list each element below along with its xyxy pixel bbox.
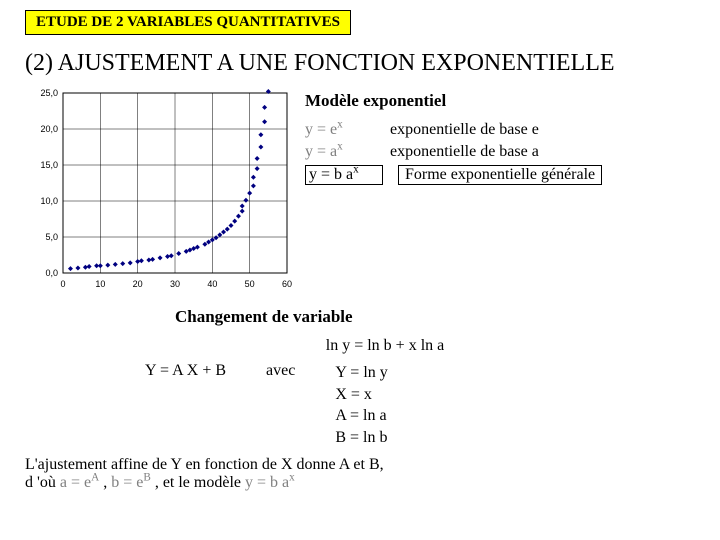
definition-line: A = ln a: [335, 405, 387, 427]
svg-text:5,0: 5,0: [45, 232, 58, 242]
model-row: y = ex exponentielle de base e: [305, 121, 695, 139]
fit-text: L'ajustement affine de Y en fonction de …: [25, 456, 695, 492]
model-equation: y = ax: [305, 143, 375, 161]
svg-text:20,0: 20,0: [40, 124, 58, 134]
model-description: Forme exponentielle générale: [398, 165, 602, 185]
svg-text:40: 40: [207, 279, 217, 289]
svg-text:10: 10: [95, 279, 105, 289]
scatter-chart: 0 10 20 30 40 50 60 0,0 5,0 10,0 15,0 20,0 25,0: [25, 85, 295, 295]
definition-line: X = x: [335, 384, 387, 406]
model-description: exponentielle de base e: [390, 121, 539, 139]
model-heading: Modèle exponentiel: [305, 91, 695, 111]
section-title: (2) AJUSTEMENT A UNE FONCTION EXPONENTIE…: [25, 50, 695, 77]
linear-equation: Y = A X + B: [145, 362, 226, 380]
avec-label: avec: [266, 362, 295, 380]
model-equation: y = ex: [305, 121, 375, 139]
model-description: exponentielle de base a: [390, 143, 539, 161]
definition-line: B = ln b: [335, 427, 387, 449]
definitions: Y = ln yX = xA = ln aB = ln b: [335, 362, 387, 448]
svg-text:0: 0: [60, 279, 65, 289]
varchange-heading: Changement de variable: [175, 307, 695, 327]
varchange-equation: ln y = ln b + x ln a: [75, 337, 695, 355]
model-equation: y = b ax: [305, 165, 383, 185]
section-heading: AJUSTEMENT A UNE FONCTION EXPONENTIELLE: [58, 50, 615, 76]
section-number: (2): [25, 50, 53, 76]
model-row: y = b ax Forme exponentielle générale: [305, 165, 695, 185]
banner: ETUDE DE 2 VARIABLES QUANTITATIVES: [25, 10, 351, 35]
model-row: y = ax exponentielle de base a: [305, 143, 695, 161]
svg-text:15,0: 15,0: [40, 160, 58, 170]
svg-text:25,0: 25,0: [40, 88, 58, 98]
svg-text:20: 20: [133, 279, 143, 289]
svg-text:50: 50: [245, 279, 255, 289]
svg-text:0,0: 0,0: [45, 268, 58, 278]
definition-line: Y = ln y: [335, 362, 387, 384]
svg-text:60: 60: [282, 279, 292, 289]
svg-text:10,0: 10,0: [40, 196, 58, 206]
svg-text:30: 30: [170, 279, 180, 289]
